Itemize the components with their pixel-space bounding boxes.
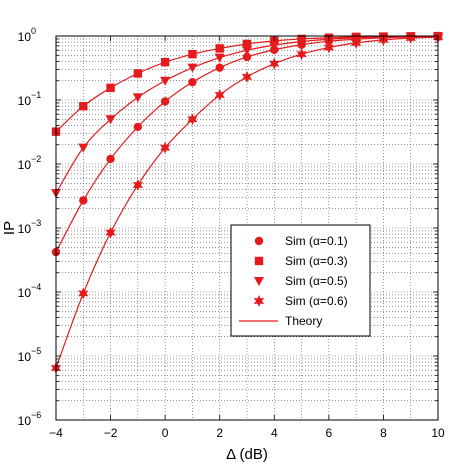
x-tick-label: 10	[431, 426, 445, 440]
legend-box	[230, 224, 371, 337]
data-point-series-0	[133, 122, 143, 132]
data-point-series-3	[350, 36, 362, 49]
x-tick-label: 6	[326, 426, 333, 440]
y-tick-label: 10 −1	[18, 90, 42, 108]
legend: Sim (α=0.1) Sim (α=0.3) Sim (α=0.5) Sim …	[230, 224, 371, 337]
data-point-series-3	[296, 48, 307, 61]
data-point-series-1	[242, 39, 252, 49]
x-axis-label: Δ (dB)	[226, 446, 268, 463]
data-point-series-3	[214, 88, 225, 101]
legend-label-0: Sim (α=0.1)	[285, 234, 348, 248]
x-tick-label: −2	[104, 426, 118, 440]
data-point-series-3	[105, 226, 116, 239]
y-tick-exponent: −3	[31, 218, 41, 228]
data-point-series-0	[160, 97, 170, 106]
data-point-series-2	[132, 93, 143, 103]
data-point-series-3	[405, 32, 416, 45]
data-point-series-3	[159, 141, 171, 154]
data-point-series-0	[242, 52, 252, 62]
y-tick-label: 10 −3	[18, 218, 42, 236]
x-tick-label: 0	[162, 426, 169, 440]
data-point-series-3	[78, 287, 89, 300]
y-tick-label: 10 −5	[18, 346, 42, 364]
data-point-series-2	[269, 41, 280, 51]
x-tick-label: 8	[380, 426, 387, 440]
legend-label-2: Sim (α=0.5)	[285, 274, 348, 288]
data-point-series-3	[187, 113, 198, 126]
y-tick-base: 10	[18, 222, 32, 236]
x-tick-label: 2	[216, 426, 223, 440]
legend-label-1: Sim (α=0.3)	[285, 254, 348, 268]
legend-label-theory: Theory	[285, 314, 322, 328]
legend-marker-2	[254, 277, 264, 286]
y-tick-label: 10 −4	[18, 282, 42, 300]
y-tick-base: 10	[18, 350, 32, 364]
y-tick-label: 10 0	[18, 26, 36, 44]
legend-symbols	[239, 236, 278, 322]
data-point-series-0	[106, 154, 115, 164]
data-point-series-2	[214, 53, 225, 63]
legend-marker-3	[253, 295, 265, 307]
legend-marker-1	[254, 256, 264, 266]
x-tick-label: −4	[49, 426, 63, 440]
data-point-series-1	[106, 83, 115, 93]
data-point-series-2	[160, 76, 171, 86]
y-tick-label: 10 −6	[18, 410, 42, 428]
y-tick-base: 10	[18, 414, 32, 428]
y-tick-exponent: −1	[31, 90, 41, 100]
y-tick-exponent: −4	[31, 282, 41, 292]
y-tick-base: 10	[18, 94, 32, 108]
data-point-series-1	[160, 57, 170, 67]
data-point-series-2	[242, 46, 252, 56]
data-point-series-2	[187, 63, 198, 73]
data-point-series-1	[79, 102, 88, 111]
y-tick-label: 10 −2	[18, 154, 42, 172]
y-axis-label: IP	[1, 221, 18, 235]
data-point-series-3	[132, 178, 144, 191]
data-point-series-3	[269, 57, 280, 70]
x-tick-label: 4	[271, 426, 278, 440]
data-point-series-1	[133, 69, 143, 78]
data-point-series-2	[105, 115, 116, 125]
y-tick-base: 10	[18, 158, 32, 172]
y-tick-exponent: −2	[31, 154, 41, 164]
y-tick-exponent: 0	[31, 26, 36, 36]
data-point-series-2	[78, 143, 89, 153]
data-point-series-1	[215, 44, 224, 53]
y-tick-exponent: −5	[31, 346, 41, 356]
legend-marker-0	[254, 236, 264, 246]
data-point-series-3	[323, 41, 335, 54]
data-point-series-2	[296, 37, 307, 47]
legend-label-3: Sim (α=0.6)	[285, 294, 348, 308]
data-point-series-1	[188, 49, 197, 59]
data-point-series-0	[79, 196, 88, 205]
data-point-series-0	[215, 63, 224, 72]
data-point-series-3	[241, 70, 253, 83]
y-tick-base: 10	[18, 30, 32, 44]
data-point-series-0	[188, 77, 197, 87]
y-tick-base: 10	[18, 286, 32, 300]
y-tick-exponent: −6	[31, 410, 41, 420]
